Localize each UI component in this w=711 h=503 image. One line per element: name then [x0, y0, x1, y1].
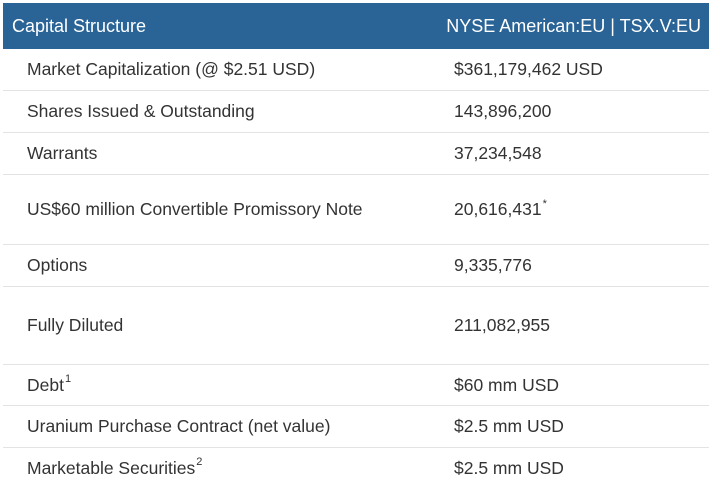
table-row: Uranium Purchase Contract (net value) $2… [3, 406, 709, 448]
table-header: Capital Structure NYSE American:EU | TSX… [3, 3, 709, 49]
row-label: US$60 million Convertible Promissory Not… [27, 199, 363, 219]
table-title: Capital Structure [12, 15, 147, 36]
row-label: Warrants [27, 143, 98, 163]
capital-structure-table: Capital Structure NYSE American:EU | TSX… [3, 3, 709, 489]
table-row: Options 9,335,776 [3, 245, 709, 287]
row-value: 37,234,548 [454, 143, 542, 163]
row-label: Market Capitalization (@ $2.51 USD) [27, 59, 316, 79]
row-label: Marketable Securities 2 [3, 448, 431, 489]
exchange-tickers: NYSE American:EU | TSX.V:EU [446, 15, 701, 36]
row-label: Shares Issued & Outstanding [27, 101, 255, 121]
table-row: Fully Diluted 211,082,955 [3, 287, 709, 365]
row-value: 9,335,776 [454, 255, 532, 275]
footnote-marker: 1 [64, 372, 72, 385]
row-value: 143,896,200 [454, 101, 552, 121]
table-row: Market Capitalization (@ $2.51 USD) $361… [3, 49, 709, 91]
row-value: $2.5 mm USD [454, 458, 564, 478]
table-row: Shares Issued & Outstanding 143,896,200 [3, 91, 709, 133]
footnote-marker: 2 [196, 456, 203, 468]
row-value: 20,616,431 * [454, 197, 547, 220]
table-body: Market Capitalization (@ $2.51 USD) $361… [3, 49, 709, 489]
row-label: Options [27, 255, 88, 275]
row-label: Fully Diluted [27, 315, 124, 335]
table-row: Debt 1 $60 mm USD [3, 365, 709, 406]
row-label: Uranium Purchase Contract (net value) [27, 416, 331, 436]
row-value: $60 mm USD [454, 374, 560, 395]
table-row: US$60 million Convertible Promissory Not… [3, 175, 709, 245]
table-row: Warrants 37,234,548 [3, 133, 709, 175]
row-value: $2.5 mm USD [454, 416, 564, 436]
table-row: Marketable Securities 2 $2.5 mm USD [3, 448, 709, 489]
row-value: $361,179,462 USD [454, 59, 603, 79]
footnote-marker: * [542, 197, 547, 210]
row-value: 211,082,955 [454, 315, 551, 335]
row-label: Debt 1 [3, 365, 431, 405]
